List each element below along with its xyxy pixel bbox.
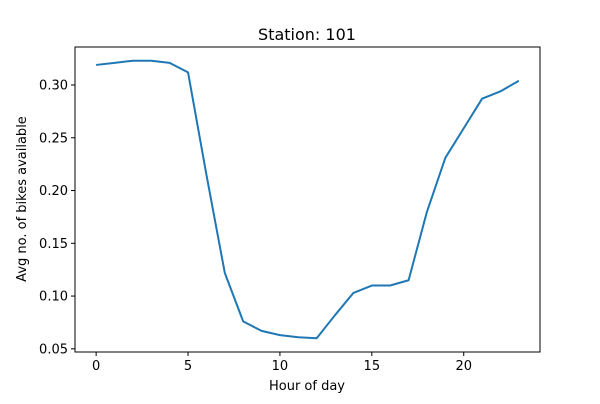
x-tick-label: 10 [272, 359, 289, 374]
x-tick-label: 20 [455, 359, 472, 374]
y-tick-label: 0.10 [39, 290, 68, 305]
y-tick-label: 0.20 [39, 184, 68, 199]
x-tick-label: 15 [364, 359, 381, 374]
x-axis-ticks: 0 5 10 15 20 [92, 352, 472, 374]
y-axis-label: Avg no. of bikes available [15, 116, 30, 282]
y-axis-ticks: 0.05 0.10 0.15 0.20 0.25 0.30 [39, 78, 75, 357]
series-line-0 [96, 59, 520, 340]
x-tick-label: 5 [184, 359, 192, 374]
chart-title: Station: 101 [258, 25, 356, 44]
y-tick-label: 0.15 [39, 237, 68, 252]
series-layer [96, 59, 520, 340]
plot-area-frame [74, 46, 541, 353]
x-tick-label: 0 [92, 359, 100, 374]
y-tick-label: 0.05 [39, 342, 68, 357]
y-tick-label: 0.25 [39, 131, 68, 146]
x-axis-label: Hour of day [269, 379, 345, 394]
y-tick-label: 0.30 [39, 78, 68, 93]
